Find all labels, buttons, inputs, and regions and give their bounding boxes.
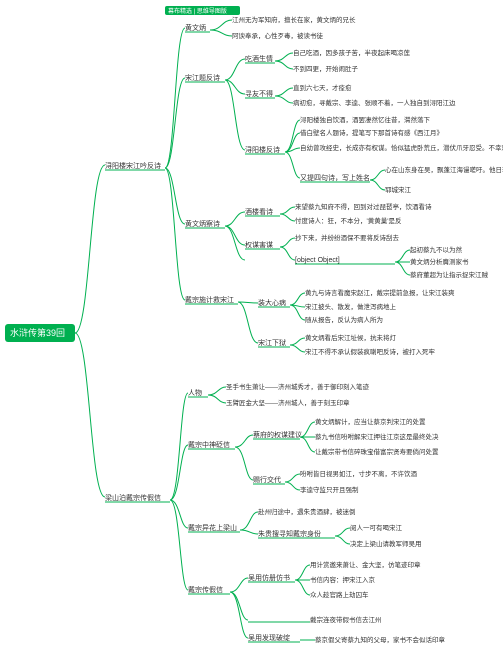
n1: 黄文炳 [185, 23, 206, 32]
svg-text:阅人一可有喝宋江: 阅人一可有喝宋江 [350, 523, 403, 532]
n4: 戴宗施计救宋江 [185, 295, 234, 304]
svg-text:寻友不得: 寻友不得 [245, 89, 273, 98]
svg-text:浔阳楼反诗: 浔阳楼反诗 [245, 145, 280, 154]
svg-text:宋江披头、散发，做泄泻病地上: 宋江披头、散发，做泄泻病地上 [305, 302, 397, 311]
svg-text:浔阳楼独自饮酒，酒罢凄然忆往昔，潸然落下: 浔阳楼独自饮酒，酒罢凄然忆往昔，潸然落下 [300, 115, 431, 124]
svg-text:书信内容：押宋江入京: 书信内容：押宋江入京 [310, 575, 376, 584]
svg-text:赴州归途中，遇朱贵酒肆，被迷倒: 赴州归途中，遇朱贵酒肆，被迷倒 [258, 507, 356, 516]
svg-text:阿谀奉承，心性歹毒，被读书徒: 阿谀奉承，心性歹毒，被读书徒 [232, 31, 324, 40]
svg-text:戴宗连夜带假书信去江州: 戴宗连夜带假书信去江州 [310, 615, 382, 624]
svg-text:江州无为军知府，擅长在家，黄文炳的兄长: 江州无为军知府，擅长在家，黄文炳的兄长 [232, 15, 356, 24]
root: 水浒传第39回 [10, 327, 65, 338]
svg-text:蔡府董超为让指示捉宋江贼: 蔡府董超为让指示捉宋江贼 [410, 270, 489, 279]
svg-text:权谋害谋: 权谋害谋 [245, 240, 273, 249]
svg-text:蔡京假父寄蔡九知的父母，家书不会似话印章: 蔡京假父寄蔡九知的父母，家书不会似话印章 [315, 635, 446, 644]
svg-text:宋江不得不承认假装疯喇吧反诗，被打入死牢: 宋江不得不承认假装疯喇吧反诗，被打入死牢 [305, 347, 436, 356]
svg-text:郓城宋江: 郓城宋江 [385, 185, 412, 194]
svg-text:病初愈，寻戴宗、李逵、张顺不着，一人独自到浔阳江边: 病初愈，寻戴宗、李逵、张顺不着，一人独自到浔阳江边 [293, 98, 456, 107]
svg-text:装大心病: 装大心病 [258, 298, 286, 307]
svg-text:让戴宗带书信碎珠宝借富宗贤寿要倘问处置: 让戴宗带书信碎珠宝借富宗贤寿要倘问处置 [315, 447, 439, 456]
b1-title: 浔阳楼宋江吟反诗 [105, 161, 161, 170]
svg-text:随从报告，反认为病人所为: 随从报告，反认为病人所为 [305, 315, 383, 324]
svg-text:酒楼看诗: 酒楼看诗 [245, 207, 273, 216]
svg-text:人物: 人物 [188, 388, 202, 397]
svg-text:朱贵搜寻知戴宗身份: 朱贵搜寻知戴宗身份 [258, 529, 321, 538]
svg-text:吩咐皆日视男如江，寸步不离，不许饮酒: 吩咐皆日视男如江，寸步不离，不许饮酒 [300, 469, 418, 478]
svg-text:众人趁官路上劫囚车: 众人趁官路上劫囚车 [310, 590, 369, 599]
svg-text:黄文炳分析膺测家书: 黄文炳分析膺测家书 [410, 257, 469, 266]
svg-text:戴宗异花上梁山: 戴宗异花上梁山 [188, 523, 237, 532]
svg-text:借白壁名人题诗，提笔写下那首诗有感《西江月》: 借白壁名人题诗，提笔写下那首诗有感《西江月》 [300, 128, 443, 137]
svg-text:吴用仿册仿书: 吴用仿册仿书 [248, 573, 290, 582]
svg-text:蔡府的权谋建议: 蔡府的权谋建议 [253, 430, 302, 439]
svg-text:蔡九书信吩咐解宋江押往江京这是最终处决: 蔡九书信吩咐解宋江押往江京这是最终处决 [315, 432, 439, 441]
svg-text:不到四更，开始闹肚子: 不到四更，开始闹肚子 [293, 64, 359, 73]
n3: 黄文炳察诗 [185, 219, 220, 228]
svg-text:黄文炳看后宋江址候，抗未将灯: 黄文炳看后宋江址候，抗未将灯 [305, 333, 397, 342]
svg-text:玉臂匠金大坚——济州城人，善于刻玉印章: 玉臂匠金大坚——济州城人，善于刻玉印章 [226, 398, 350, 407]
svg-text:直到六七天，才痊愈: 直到六七天，才痊愈 [293, 83, 352, 92]
svg-text:又提四句诗，写上姓名: 又提四句诗，写上姓名 [300, 173, 370, 182]
svg-text:[object Object]: [object Object] [295, 257, 340, 264]
svg-text:自幼曾攻经史，长成亦有权谋。恰似猛虎卧荒丘，潜伏爪牙忍受。不: 自幼曾攻经史，长成亦有权谋。恰似猛虎卧荒丘，潜伏爪牙忍受。不幸刺文双颊，哪堪配在… [300, 143, 503, 152]
svg-text:李逵守监只开且强制: 李逵守监只开且强制 [300, 485, 359, 494]
svg-text:用计赏邀来萧让、金大坚，仿笔迹印章: 用计赏邀来萧让、金大坚，仿笔迹印章 [310, 560, 421, 569]
svg-text:黄九与诗言看魔宋赵江，戴宗提前急报，让宋江装爽: 黄九与诗言看魔宋赵江，戴宗提前急报，让宋江装爽 [305, 288, 455, 297]
svg-text:抄下来，并纷纷酒保不要将反诗刮去: 抄下来，并纷纷酒保不要将反诗刮去 [295, 233, 400, 242]
svg-text:来望蔡九知府不得，回到对过琵琶亭，饮酒看诗: 来望蔡九知府不得，回到对过琵琶亭，饮酒看诗 [295, 202, 432, 211]
svg-text:自己吃酒，因多孩子苦，半夜起床喝凉莲: 自己吃酒，因多孩子苦，半夜起床喝凉莲 [293, 48, 411, 57]
svg-text:心在山东身在吴，飘蓬江海谩嗟吁。他日若遂凌云志，敢笑黄巢不丈: 心在山东身在吴，飘蓬江海谩嗟吁。他日若遂凌云志，敢笑黄巢不丈夫 [385, 165, 503, 174]
svg-text:宋江下狱: 宋江下狱 [258, 338, 286, 347]
svg-text:戴宗中神砭信: 戴宗中神砭信 [188, 440, 230, 449]
svg-text:赐行交代: 赐行交代 [253, 475, 281, 484]
b2-title: 梁山泊戴宗传假信 [105, 493, 161, 502]
svg-text:决定上梁山请教军师吴用: 决定上梁山请教军师吴用 [350, 539, 422, 548]
svg-text:黄文炳解计，应当让蔡京判宋江的处置: 黄文炳解计，应当让蔡京判宋江的处置 [315, 417, 426, 426]
svg-text:忖度诗人：狂，不本分，'黄黄巢'是反: 忖度诗人：狂，不本分，'黄黄巢'是反 [295, 216, 402, 225]
svg-text:吃酒生情: 吃酒生情 [245, 54, 273, 63]
svg-text:吴用发现破绽: 吴用发现破绽 [248, 633, 290, 642]
svg-text:圣手书生萧让——济州城秀才，善于御印刻入笔迹: 圣手书生萧让——济州城秀才，善于御印刻入笔迹 [226, 382, 370, 391]
svg-text:戴宗传假信: 戴宗传假信 [188, 585, 223, 594]
svg-text:起初蔡九不以为然: 起初蔡九不以为然 [410, 245, 463, 254]
n2: 宋江题反诗 [185, 73, 220, 82]
tag-badge: 幕布精选 | 思维导图版 [168, 7, 227, 15]
